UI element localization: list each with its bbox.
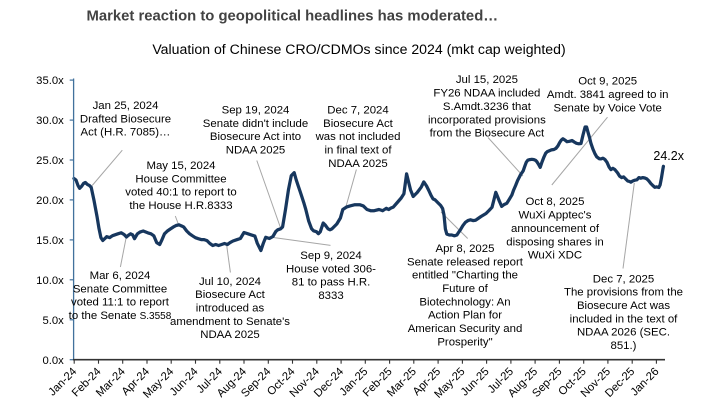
svg-text:35.0x: 35.0x bbox=[36, 75, 64, 87]
svg-text:Valuation of Chinese CRO/CDMOs: Valuation of Chinese CRO/CDMOs since 202… bbox=[152, 41, 565, 57]
svg-text:Market reaction to geopolitica: Market reaction to geopolitical headline… bbox=[87, 8, 499, 24]
svg-text:20.0x: 20.0x bbox=[36, 195, 64, 207]
svg-text:5.0x: 5.0x bbox=[42, 315, 64, 327]
svg-text:0.0x: 0.0x bbox=[42, 355, 64, 367]
svg-text:15.0x: 15.0x bbox=[36, 235, 64, 247]
svg-text:25.0x: 25.0x bbox=[36, 155, 64, 167]
svg-text:24.2x: 24.2x bbox=[653, 149, 684, 163]
svg-text:30.0x: 30.0x bbox=[36, 115, 64, 127]
svg-text:10.0x: 10.0x bbox=[36, 275, 64, 287]
svg-text:to the Senate S.3558: to the Senate S.3558 bbox=[69, 310, 172, 322]
